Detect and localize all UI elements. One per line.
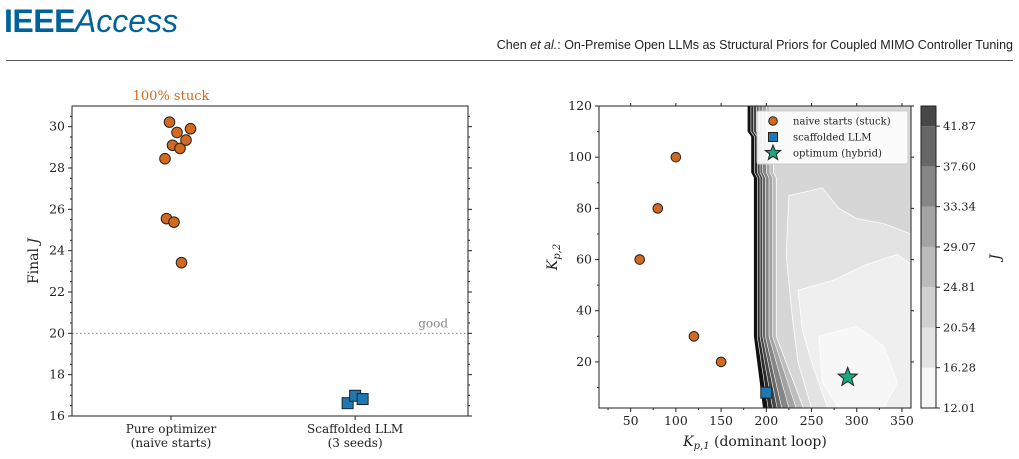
left-y-axis-label: Final J	[26, 237, 42, 284]
naive-start-point	[174, 142, 186, 155]
y-tick-label: 20	[576, 354, 592, 369]
y-tick-label: 100	[568, 149, 592, 164]
y-tick-label: 120	[568, 98, 592, 113]
scaffolded-llm-point	[341, 397, 354, 410]
colorbar-segment	[921, 327, 936, 368]
naive-start-point	[163, 116, 176, 128]
xlabel-var: K	[682, 434, 695, 450]
annotation-100-stuck: 100% stuck	[133, 89, 210, 104]
right-y-axis-label: Kp,2	[545, 244, 563, 271]
legend-label: naive starts (stuck)	[793, 117, 891, 128]
xlabel-suffix: (dominant loop)	[710, 434, 827, 450]
right-heatmap-plot: 50 100 150 200 250 300 350 20 40 60 80 100 120 Kp,1 (…	[545, 98, 1004, 452]
header-rule	[6, 60, 1013, 61]
x-tick-label: 250	[800, 413, 824, 428]
y-tick-label: 18	[49, 367, 65, 382]
legend-naive-marker	[768, 116, 778, 126]
right-axes-frame	[598, 105, 912, 409]
colorbar-segment	[921, 287, 936, 328]
left-axes-frame	[71, 105, 469, 417]
right-x-axis-label: Kp,1 (dominant loop)	[682, 434, 827, 452]
legend-label: optimum (hybrid)	[793, 149, 882, 160]
y-tick-label: 22	[49, 284, 65, 299]
ieee-access-logo: IEEEAccess	[4, 2, 178, 40]
colorbar-tick-label: 37.60	[943, 159, 976, 173]
colorbar-frame	[920, 105, 937, 409]
naive-start-point	[159, 152, 171, 165]
x-tick-label: 200	[754, 413, 778, 428]
colorbar-segment	[921, 106, 936, 127]
running-head-author: Chen	[496, 38, 527, 52]
naive-start-point	[168, 216, 180, 228]
legend-label: scaffolded LLM	[793, 133, 871, 144]
ylabel-prefix: Final	[26, 244, 42, 284]
y-tick-label: 28	[49, 160, 65, 175]
colorbar-tick-label: 16.28	[943, 361, 976, 375]
colorbar-segment	[921, 206, 936, 247]
ylabel-var: K	[545, 258, 561, 271]
colorbar-tick-label: 20.54	[943, 320, 976, 334]
x-tick-label: 50	[623, 413, 639, 428]
x-tick-label: 300	[845, 413, 869, 428]
optimum-star-marker	[836, 365, 859, 387]
scaffolded-llm-point	[356, 393, 369, 406]
running-head: Chen et al.: On-Premise Open LLMs as Str…	[497, 38, 1013, 52]
y-tick-label: 60	[576, 252, 592, 267]
y-tick-label: 24	[49, 243, 65, 258]
colorbar-segment	[921, 246, 936, 288]
colorbar-tick-label: 12.01	[943, 401, 976, 415]
x-tick-label: 150	[709, 413, 733, 428]
logo-access-text: Access	[74, 3, 179, 39]
naive-start-point	[171, 126, 183, 139]
running-head-etal: et al.	[530, 38, 558, 52]
x-category-label-line1: Pure optimizer	[126, 422, 217, 436]
y-tick-label: 40	[576, 303, 592, 318]
x-category-label-line2: (naive starts)	[131, 436, 212, 450]
reference-line-label: good	[418, 316, 448, 330]
x-tick-label: 100	[664, 413, 688, 428]
y-tick-label: 30	[49, 119, 65, 134]
heatmap-pocket	[818, 325, 898, 408]
scaffolded-llm-marker	[760, 386, 773, 399]
running-head-title: : On-Premise Open LLMs as Structural Pri…	[557, 38, 1013, 52]
y-tick-label: 20	[49, 325, 65, 340]
naive-start-marker	[670, 151, 682, 163]
colorbar-tick-label: 29.07	[943, 240, 976, 254]
naive-start-marker	[652, 203, 664, 214]
legend-scaffolded-marker	[768, 132, 778, 142]
legend-optimum-marker	[764, 143, 782, 161]
x-category-label-line2: (3 seeds)	[328, 436, 383, 450]
legend-box	[756, 110, 909, 165]
naive-start-marker	[688, 331, 700, 342]
naive-start-point	[184, 122, 197, 135]
ylabel-var: J	[26, 237, 42, 247]
colorbar-tick-label: 24.81	[943, 280, 976, 294]
x-category-label-line1: Scaffolded LLM	[307, 422, 403, 436]
heatmap-regions	[599, 106, 911, 408]
left-scatter-plot: good 16 18 20 22 24 26 28 30 Final J Pure optimize…	[26, 89, 472, 450]
naive-start-point	[175, 256, 188, 269]
ylabel-sub: p,2	[552, 244, 563, 260]
xlabel-sub: p,1	[694, 441, 710, 452]
y-tick-label: 16	[49, 408, 65, 423]
naive-start-marker	[634, 254, 645, 265]
colorbar-label: J	[988, 253, 1004, 263]
naive-start-marker	[715, 356, 727, 368]
colorbar-tick-label: 33.34	[943, 200, 976, 214]
colorbar-tick-label: 41.87	[943, 119, 976, 133]
colorbar-segment	[921, 166, 936, 207]
naive-start-point	[180, 134, 192, 146]
colorbar-segment	[921, 126, 936, 167]
logo-ieee-text: IEEE	[4, 3, 75, 39]
colorbar-segment	[921, 367, 936, 408]
y-tick-label: 26	[49, 201, 65, 216]
x-tick-label: 350	[890, 413, 914, 428]
y-tick-label: 80	[576, 200, 592, 215]
